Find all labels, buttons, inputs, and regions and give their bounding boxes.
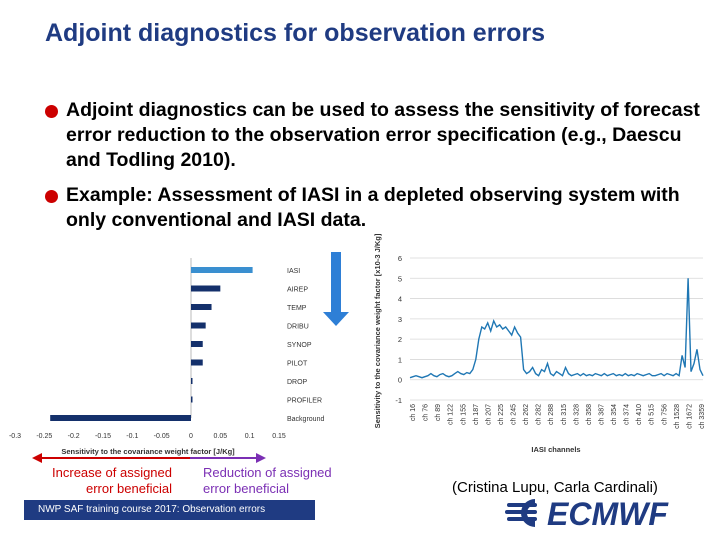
x-tick-label: -0.1 [126, 433, 138, 440]
bar-category-label: Background [287, 416, 324, 423]
arrow-left-label: Increase of assigned error beneficial [52, 465, 172, 496]
x-tick-label: ch 89 [435, 404, 442, 421]
arrow-right-label: Reduction of assigned error beneficial [203, 465, 332, 496]
x-tick-label: ch 374 [624, 404, 631, 425]
logo-text: ECMWF [547, 497, 669, 529]
x-tick-label: ch 1672 [686, 404, 693, 429]
right-arrow-head [256, 453, 266, 463]
x-axis-label: Sensitivity to the covariance weight fac… [61, 447, 235, 456]
y-tick-label: 6 [398, 254, 402, 263]
x-tick-label: ch 315 [561, 404, 568, 425]
x-tick-label: 0.05 [214, 433, 228, 440]
bar-dribu [191, 322, 206, 329]
x-tick-label: -0.05 [154, 433, 170, 440]
y-tick-label: 2 [398, 335, 402, 344]
y-tick-label: 4 [398, 295, 402, 304]
x-tick-label: ch 328 [573, 404, 580, 425]
bar-category-label: AIREP [287, 287, 308, 294]
left-arrow-head [32, 453, 42, 463]
x-tick-label: -0.25 [36, 433, 52, 440]
bullet-item: Example: Assessment of IASI in a deplete… [45, 183, 705, 233]
x-tick-label: ch 155 [460, 404, 467, 425]
bar-pilot [191, 359, 203, 366]
x-tick-label: ch 262 [523, 404, 530, 425]
y-tick-label: 0 [398, 376, 402, 385]
y-tick-label: -1 [395, 396, 402, 405]
bar-temp [191, 304, 212, 310]
bar-category-label: DRIBU [287, 324, 309, 331]
x-tick-label: 0.15 [272, 433, 286, 440]
x-tick-label: ch 16 [410, 404, 417, 421]
bar-category-label: TEMP [287, 305, 307, 312]
y-tick-label: 3 [398, 315, 402, 324]
y-axis-label: Sensitivity to the covariance weight fac… [373, 233, 382, 428]
bar-synop [191, 341, 203, 347]
x-tick-label: ch 245 [511, 404, 518, 425]
bar-category-label: DROP [287, 379, 308, 386]
bullet-list: Adjoint diagnostics can be used to asses… [45, 98, 705, 243]
x-tick-label: ch 225 [498, 404, 505, 425]
series-line [409, 278, 704, 379]
x-tick-label: -0.2 [68, 433, 80, 440]
slide-title: Adjoint diagnostics for observation erro… [45, 19, 546, 47]
ecmwf-logo: ECMWF [505, 497, 669, 529]
down-arrow-head [323, 312, 349, 326]
x-tick-label: ch 358 [586, 404, 593, 425]
x-tick-label: ch 76 [423, 404, 430, 421]
x-tick-label: 0 [189, 433, 193, 440]
x-tick-label: ch 354 [611, 404, 618, 425]
x-tick-label: ch 207 [485, 404, 492, 425]
bar-profiler [191, 396, 193, 403]
x-tick-label: ch 515 [649, 404, 656, 425]
bullet-text: Adjoint diagnostics can be used to asses… [66, 99, 700, 171]
bullet-text: Example: Assessment of IASI in a deplete… [66, 184, 680, 231]
x-tick-label: ch 756 [661, 404, 668, 425]
x-tick-label: ch 288 [548, 404, 555, 425]
bar-category-label: IASI [287, 268, 300, 275]
x-tick-label: ch 1528 [674, 404, 681, 429]
x-tick-label: -0.15 [95, 433, 111, 440]
x-tick-label: ch 122 [448, 404, 455, 425]
y-tick-label: 5 [398, 274, 402, 283]
x-tick-label: ch 3359 [699, 404, 706, 429]
x-axis-label: IASI channels [531, 445, 580, 454]
bullet-dot-icon [45, 105, 58, 118]
bar-iasi [191, 267, 253, 273]
footer-bar [24, 500, 315, 520]
x-tick-label: ch 282 [536, 404, 543, 425]
bar-background [50, 415, 192, 421]
bar-drop [191, 378, 193, 384]
x-tick-label: ch 387 [599, 404, 606, 425]
x-tick-label: 0.1 [245, 433, 255, 440]
y-tick-label: 1 [398, 355, 402, 364]
bar-category-label: PILOT [287, 361, 308, 368]
bullet-dot-icon [45, 190, 58, 203]
bullet-item: Adjoint diagnostics can be used to asses… [45, 98, 705, 173]
x-tick-label: ch 187 [473, 404, 480, 425]
down-arrow-shaft [331, 252, 341, 314]
bar-airep [191, 285, 221, 292]
x-tick-label: -0.3 [9, 433, 21, 440]
bar-category-label: PROFILER [287, 398, 322, 405]
credit-text: (Cristina Lupu, Carla Cardinali) [452, 479, 658, 496]
footer-text: NWP SAF training course 2017: Observatio… [38, 504, 266, 515]
x-tick-label: ch 410 [636, 404, 643, 425]
bar-category-label: SYNOP [287, 342, 312, 349]
